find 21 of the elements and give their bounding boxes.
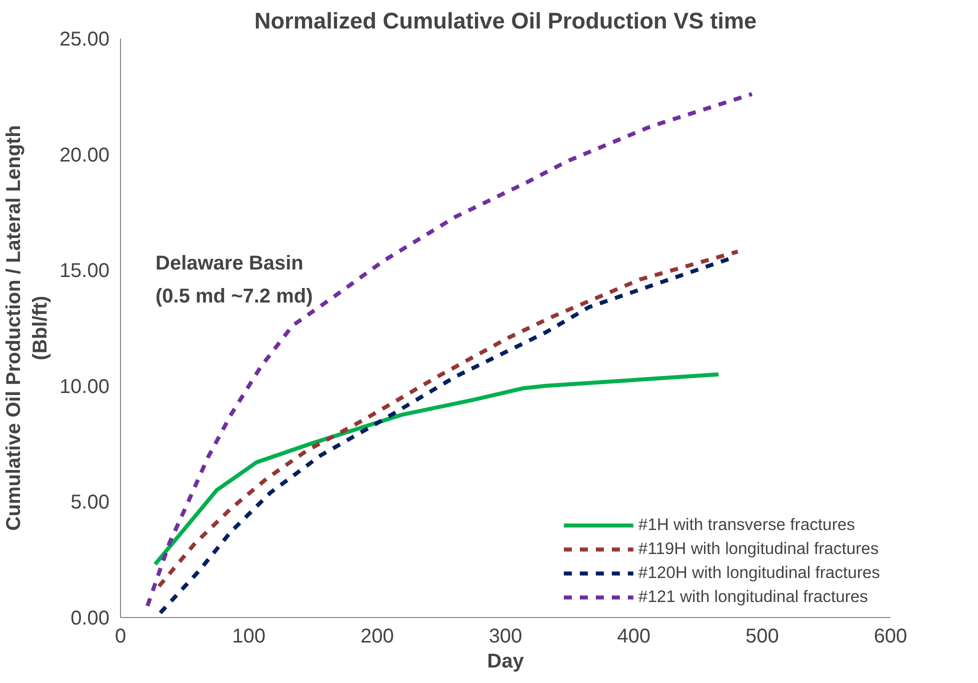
x-tick-label: 400 bbox=[617, 626, 651, 648]
chart-title: Normalized Cumulative Oil Production VS time bbox=[254, 8, 757, 34]
x-tick-label: 0 bbox=[114, 626, 126, 648]
x-tick-label: 600 bbox=[874, 626, 908, 648]
y-tick-label: 0.00 bbox=[70, 608, 110, 630]
y-tick-label: 20.00 bbox=[59, 144, 110, 166]
x-tick-label: 500 bbox=[745, 626, 779, 648]
y-tick-label: 5.00 bbox=[70, 492, 110, 514]
legend-label: #120H with longitudinal fractures bbox=[638, 563, 880, 583]
x-tick-label: 300 bbox=[488, 626, 522, 648]
y-tick-label: 15.00 bbox=[59, 260, 110, 282]
legend-label: #1H with transverse fractures bbox=[638, 515, 855, 535]
legend-label: #121 with longitudinal fractures bbox=[638, 587, 868, 607]
y-axis-title: Cumulative Oil Production / Lateral Length (Bbl/ft) bbox=[3, 125, 52, 531]
y-tick-label: 10.00 bbox=[59, 376, 110, 398]
x-tick-label: 100 bbox=[232, 626, 266, 648]
annotation: Delaware Basin (0.5 md ~7.2 md) bbox=[156, 252, 313, 308]
y-tick-label: 25.00 bbox=[59, 28, 110, 50]
legend-label: #119H with longitudinal fractures bbox=[638, 539, 879, 559]
x-tick-label: 200 bbox=[360, 626, 394, 648]
x-axis-title: Day bbox=[487, 650, 525, 672]
